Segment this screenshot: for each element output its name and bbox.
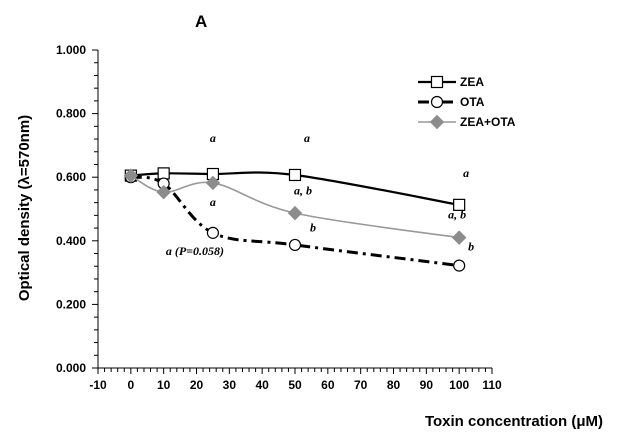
data-point (205, 175, 221, 191)
data-point (156, 184, 171, 200)
legend-label: ZEA+OTA (460, 115, 516, 129)
series-group (123, 167, 467, 272)
significance-label: a, b (448, 208, 466, 222)
legend-item-ota: OTA (418, 95, 485, 109)
y-tick-label: 0.400 (56, 234, 86, 248)
y-tick-label: 0.000 (56, 361, 86, 375)
significance-label: a (P=0.058) (166, 244, 224, 258)
legend-label: OTA (460, 95, 485, 109)
x-tick-label: 70 (354, 378, 368, 392)
axes: -10 0 10 20 30 40 50 60 70 80 90 100 110 0.000 0.200 0.… (56, 43, 502, 392)
significance-label: a, b (294, 184, 312, 198)
data-point (288, 238, 302, 252)
y-tick-label: 0.200 (56, 297, 86, 311)
x-tick-label: 0 (127, 378, 134, 392)
annotations-group: a a a a a, b a, b b b a (P=0.058) (166, 131, 474, 258)
x-tick-label: 20 (190, 378, 204, 392)
legend-marker (430, 75, 444, 89)
x-tick-label: 110 (482, 378, 502, 392)
data-point (123, 168, 139, 183)
x-tick-label: 30 (223, 378, 237, 392)
x-tick-label: 80 (387, 378, 401, 392)
data-point (157, 167, 170, 180)
data-point (453, 259, 466, 272)
significance-label: a (210, 131, 216, 145)
chart-title: A (195, 12, 207, 31)
x-axis-label: Toxin concentration (μM) (425, 413, 603, 430)
x-tick-label: 100 (449, 378, 469, 392)
significance-label: a (463, 166, 469, 180)
significance-label: a (304, 131, 310, 145)
x-tick-label: 50 (288, 378, 302, 392)
legend-label: ZEA (460, 75, 484, 89)
data-point (451, 230, 467, 245)
significance-label: b (468, 239, 474, 253)
legend-item-zea-ota: ZEA+OTA (418, 114, 516, 130)
x-tick-label: 90 (420, 378, 434, 392)
legend: ZEA OTA ZEA+OTA (418, 75, 516, 130)
data-point (453, 198, 466, 211)
data-point (288, 168, 302, 182)
y-tick-label: 1.000 (56, 43, 86, 57)
significance-label: b (310, 220, 316, 234)
legend-marker (429, 114, 445, 130)
legend-marker (430, 95, 444, 109)
x-tick-label: -10 (89, 378, 107, 392)
series-zea-ota (123, 168, 467, 245)
y-tick-label: 0.800 (56, 107, 86, 121)
y-axis-label: Optical density (λ=570nm) (16, 115, 33, 301)
x-tick-label: 10 (157, 378, 171, 392)
significance-label: a (210, 195, 216, 209)
data-point (206, 226, 220, 239)
x-tick-label: 40 (255, 378, 269, 392)
x-tick-label: 60 (321, 378, 335, 392)
data-point (287, 205, 303, 221)
y-tick-label: 0.600 (56, 170, 86, 184)
legend-item-zea: ZEA (418, 75, 484, 89)
